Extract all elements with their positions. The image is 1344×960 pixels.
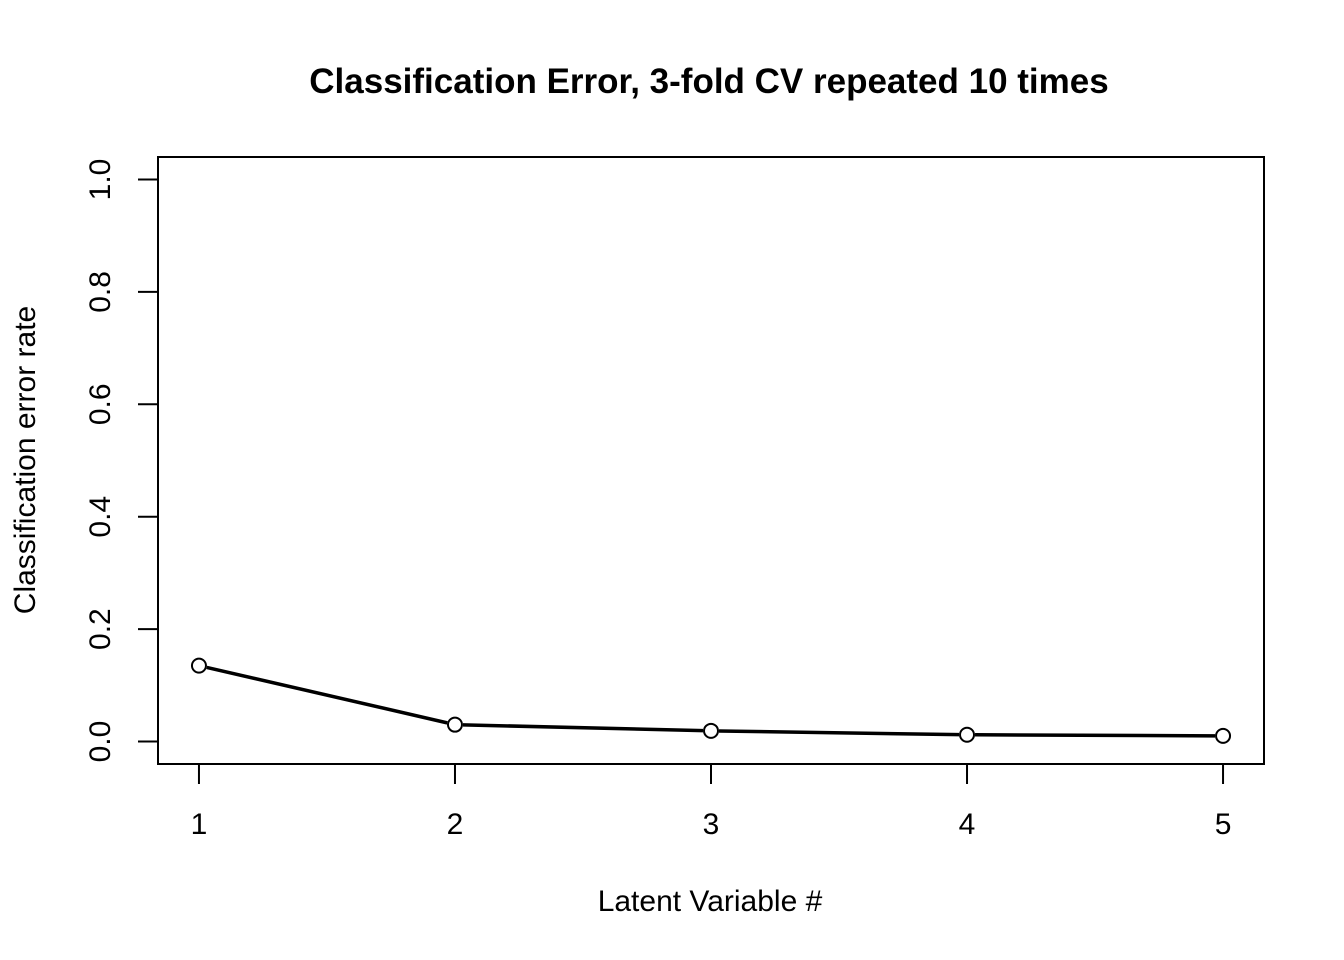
y-tick-label: 1.0: [84, 159, 117, 201]
series-line-segment: [206, 665, 448, 725]
y-axis: 0.0 0.2 0.4 0.6 0.8 1.0: [84, 159, 159, 763]
x-tick-label: 3: [703, 808, 720, 841]
y-tick-label: 0.6: [84, 383, 117, 425]
y-tick-label: 0.4: [84, 496, 117, 538]
y-tick-label: 0.2: [84, 608, 117, 650]
y-tick-label: 0.0: [84, 721, 117, 763]
x-tick-label: 2: [447, 808, 464, 841]
data-point: [1215, 727, 1232, 744]
data-point: [446, 716, 463, 733]
series-line-segment: [718, 729, 960, 737]
series-line-segment: [975, 733, 1216, 738]
x-tick-label: 1: [191, 808, 208, 841]
data-point: [703, 722, 719, 739]
x-tick-label: 5: [1215, 808, 1232, 841]
series-line-segment: [462, 723, 704, 733]
data-series: [190, 657, 1232, 744]
data-point: [959, 726, 976, 743]
plot-frame: [157, 156, 1265, 765]
data-point: [190, 657, 207, 674]
x-tick-label: 4: [959, 808, 976, 841]
chart-title: Classification Error, 3-fold CV repeated…: [309, 62, 1108, 101]
y-axis-label: Classification error rate: [9, 306, 42, 614]
x-axis-label: Latent Variable #: [598, 885, 823, 918]
x-axis: 1 2 3 4 5: [191, 763, 1232, 841]
y-tick-label: 0.8: [84, 271, 117, 313]
